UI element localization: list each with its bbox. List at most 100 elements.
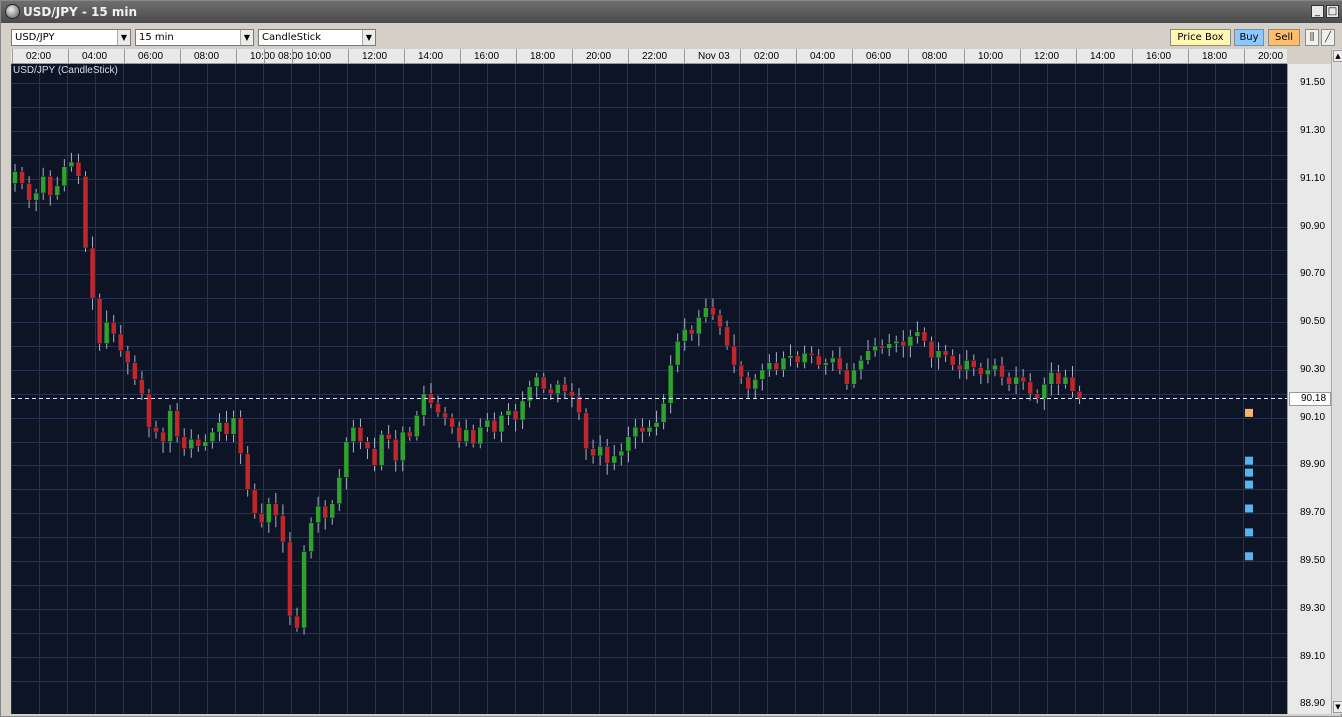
candle-down: [731, 345, 737, 366]
chevron-down-icon[interactable]: ▼: [240, 30, 253, 45]
candle-up: [463, 429, 469, 442]
candle-up: [660, 403, 667, 423]
time-tick-label: 14:00: [418, 51, 444, 62]
time-tick-separator: [740, 49, 741, 63]
candle-up: [703, 307, 709, 318]
candle-down: [139, 379, 145, 395]
chart-plot-area[interactable]: USD/JPY (CandleStick): [11, 64, 1287, 714]
price-tick-label: 88.90: [1300, 698, 1326, 710]
candle-up: [1048, 372, 1055, 385]
candle-down: [590, 448, 596, 457]
chevron-down-icon[interactable]: ▼: [117, 30, 130, 45]
time-tick-label: 08:00: [278, 51, 304, 62]
candle-down: [195, 438, 202, 447]
interval-select[interactable]: 15 min ▼: [135, 29, 254, 46]
candle-down: [223, 422, 230, 435]
candle-down: [971, 360, 977, 368]
candle-down: [118, 333, 124, 352]
candle-down: [745, 376, 751, 390]
candle-down: [322, 505, 328, 519]
candle-down: [110, 321, 117, 335]
candle-up: [329, 503, 335, 519]
candle-down: [900, 340, 907, 347]
time-tick-separator: [1244, 49, 1245, 63]
time-tick-label: 22:00: [642, 51, 668, 62]
candle-down: [160, 431, 166, 442]
time-tick-separator: [516, 49, 517, 63]
candle-down: [978, 367, 984, 375]
candle-down: [808, 352, 815, 356]
candle-down: [512, 410, 519, 421]
candle-down: [956, 364, 963, 371]
sell-button[interactable]: Sell: [1268, 29, 1300, 46]
draw-line-icon[interactable]: ╱: [1321, 29, 1335, 46]
window-title: USD/JPY - 15 min: [23, 5, 138, 19]
scroll-up-icon[interactable]: ▲: [1333, 50, 1342, 62]
candle-down: [47, 176, 53, 196]
chart-type-value: CandleStick: [262, 32, 322, 43]
buy-button[interactable]: Buy: [1234, 29, 1264, 46]
candle-up: [188, 438, 194, 449]
time-tick-label: 12:00: [1034, 51, 1060, 62]
candle-up: [33, 192, 39, 201]
candle-down: [491, 419, 498, 433]
vertical-scrollbar[interactable]: ▲ ▼: [1331, 49, 1342, 714]
candle-down: [928, 340, 935, 359]
indicators-icon[interactable]: ⫼: [1305, 29, 1319, 46]
candle-down: [456, 426, 462, 442]
time-tick-separator: [12, 49, 13, 63]
candle-down: [259, 513, 265, 524]
time-tick-separator: [964, 49, 965, 63]
title-bar[interactable]: USD/JPY - 15 min _ □: [1, 1, 1342, 23]
price-tick-label: 89.30: [1300, 602, 1326, 614]
time-tick-label: 12:00: [362, 51, 388, 62]
price-tick-label: 90.10: [1300, 411, 1326, 423]
symbol-value: USD/JPY: [15, 32, 55, 43]
candle-up: [421, 393, 427, 416]
candle-down: [19, 171, 25, 184]
candle-up: [350, 426, 357, 442]
candle-down: [146, 393, 152, 428]
candle-down: [125, 350, 131, 363]
scroll-down-icon[interactable]: ▼: [1333, 701, 1342, 713]
candle-up: [167, 410, 173, 442]
time-tick-separator: [124, 49, 125, 63]
candle-up: [886, 343, 892, 349]
chevron-down-icon[interactable]: ▼: [362, 30, 375, 45]
time-tick-label: 16:00: [474, 51, 500, 62]
bid-order-marker: [1245, 504, 1253, 513]
time-tick-separator: [348, 49, 349, 63]
candle-down: [181, 436, 187, 449]
minimize-button[interactable]: _: [1311, 5, 1324, 18]
candle-down: [1006, 376, 1012, 385]
bid-order-marker: [1245, 480, 1253, 489]
time-tick-label: 10:00: [978, 51, 1004, 62]
candle-up: [68, 161, 75, 168]
time-tick-separator: [1132, 49, 1133, 63]
candle-up: [301, 551, 307, 629]
candle-up: [597, 446, 603, 457]
maximize-button[interactable]: □: [1326, 5, 1339, 18]
price-box-button[interactable]: Price Box: [1170, 29, 1231, 46]
candle-up: [477, 426, 484, 445]
candle-up: [985, 369, 991, 375]
candle-down: [280, 515, 286, 543]
time-tick-separator: [908, 49, 909, 63]
candle-down: [1020, 376, 1026, 383]
candle-down: [273, 503, 279, 516]
candle-up: [801, 352, 808, 363]
candle-up: [682, 329, 688, 342]
chart-type-select[interactable]: CandleStick ▼: [258, 29, 376, 46]
candle-down: [794, 355, 801, 363]
candle-up: [230, 417, 237, 435]
candle-down: [96, 297, 103, 344]
candle-up: [780, 357, 787, 371]
candle-down: [1034, 393, 1040, 399]
candlestick-chart: [11, 64, 1287, 714]
candle-up: [343, 441, 350, 478]
candle-up: [519, 400, 526, 421]
candle-down: [470, 429, 476, 445]
price-tick-label: 91.50: [1300, 77, 1326, 89]
symbol-select[interactable]: USD/JPY ▼: [11, 29, 131, 46]
